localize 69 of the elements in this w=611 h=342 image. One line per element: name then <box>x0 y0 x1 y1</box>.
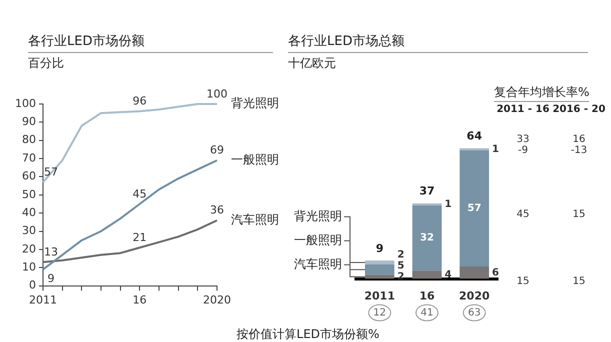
chart-title: 各行业LED市场总额 <box>288 32 588 53</box>
bar <box>364 260 394 265</box>
text: 63 <box>468 307 481 318</box>
data-label: 21 <box>132 230 147 244</box>
data-label: 9 <box>47 272 54 285</box>
data-label: 1 <box>492 144 500 155</box>
data-label: 2 <box>397 249 404 260</box>
data-label: 5 <box>397 260 404 272</box>
text: 41 <box>420 307 434 318</box>
y-tick-label: 70 <box>22 151 36 164</box>
x-tick-label: 2020 <box>459 289 490 302</box>
text: -9 <box>518 145 528 156</box>
data-label: 57 <box>467 203 482 214</box>
text: 15 <box>572 209 586 220</box>
data-label: 1 <box>444 198 452 210</box>
data-label: 13 <box>44 246 58 259</box>
text: 按价值计算LED市场份额% <box>236 326 380 342</box>
y-tick-label: 90 <box>22 115 36 128</box>
x-tick-label: 2011 <box>28 293 57 306</box>
text: 16 <box>572 134 586 145</box>
bar <box>460 266 490 279</box>
chart-subtitle: 十亿欧元 <box>288 55 337 72</box>
data-label: 57 <box>44 166 58 179</box>
text: 45 <box>516 209 530 220</box>
data-label: 100 <box>206 87 228 100</box>
bar <box>364 264 394 275</box>
text: 2016 - 20 <box>552 104 606 115</box>
y-tick-label: 10 <box>22 260 36 274</box>
x-tick-label: 16 <box>132 293 147 306</box>
data-label: 45 <box>132 187 147 200</box>
series-label: 汽车照明 <box>294 256 342 271</box>
text: 15 <box>572 276 586 287</box>
text: 复合年均增长率% <box>494 84 590 102</box>
y-tick-label: 40 <box>22 206 36 219</box>
text: 一般照明 <box>294 232 342 247</box>
text: 2011 - 16 <box>496 104 550 115</box>
data-label: 4 <box>444 269 452 280</box>
x-tick-label: 2011 <box>364 289 395 302</box>
data-label: 6 <box>492 267 500 278</box>
data-label: 32 <box>420 232 434 244</box>
chart-subtitle: 百分比 <box>28 55 65 72</box>
bar <box>412 270 442 279</box>
bar <box>364 274 394 279</box>
y-tick-label: 50 <box>22 188 36 201</box>
text: 15 <box>516 276 530 287</box>
y-tick-label: 20 <box>22 242 36 256</box>
y-tick-label: 100 <box>14 96 36 110</box>
text: 12 <box>373 307 386 318</box>
data-label: 96 <box>132 94 147 108</box>
total-label: 9 <box>376 242 384 255</box>
bar <box>412 205 442 271</box>
series-label: 一般照明 <box>231 152 279 166</box>
x-tick-label: 2020 <box>203 293 231 306</box>
series-label: 汽车照明 <box>231 212 279 226</box>
data-label: 36 <box>210 204 224 217</box>
text: 33 <box>516 134 530 145</box>
text: -13 <box>570 145 588 156</box>
total-label: 64 <box>466 130 482 143</box>
text: 背光照明 <box>294 208 342 223</box>
bar <box>460 150 490 267</box>
y-tick-label: 60 <box>22 170 36 183</box>
y-tick-label: 30 <box>22 224 36 238</box>
chart-title: 各行业LED市场份额 <box>28 32 273 53</box>
x-tick-label: 16 <box>419 289 435 302</box>
total-label: 37 <box>419 184 435 198</box>
series-label: 背光照明 <box>231 96 279 110</box>
data-label: 69 <box>210 144 224 157</box>
y-tick-label: 0 <box>28 278 36 292</box>
y-tick-label: 80 <box>22 133 36 146</box>
